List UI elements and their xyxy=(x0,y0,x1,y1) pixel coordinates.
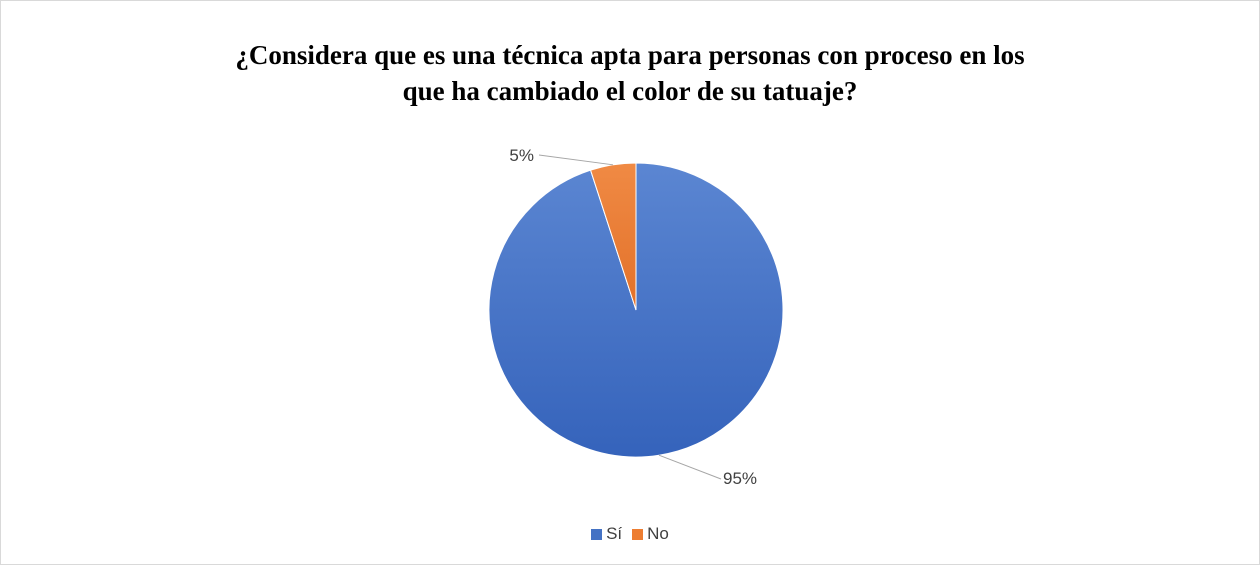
legend-swatch-si xyxy=(591,528,603,540)
leader-line-no xyxy=(538,154,614,166)
leader-line-si xyxy=(658,454,722,480)
chart-title-line-1: ¿Considera que es una técnica apta para … xyxy=(235,40,1025,70)
legend-swatch-no xyxy=(632,528,644,540)
legend-item-si: Sí xyxy=(591,524,622,544)
chart-title: ¿Considera que es una técnica apta para … xyxy=(1,37,1259,109)
legend-item-no: No xyxy=(632,524,669,544)
pie-slice-no xyxy=(589,162,637,311)
data-label-no: 5% xyxy=(509,146,534,165)
data-label-si: 95% xyxy=(723,469,757,488)
chart-legend: Sí No xyxy=(1,524,1259,544)
legend-label-no: No xyxy=(647,524,669,543)
legend-label-si: Sí xyxy=(606,524,623,543)
chart-title-line-2: que ha cambiado el color de su tatuaje? xyxy=(402,76,858,106)
